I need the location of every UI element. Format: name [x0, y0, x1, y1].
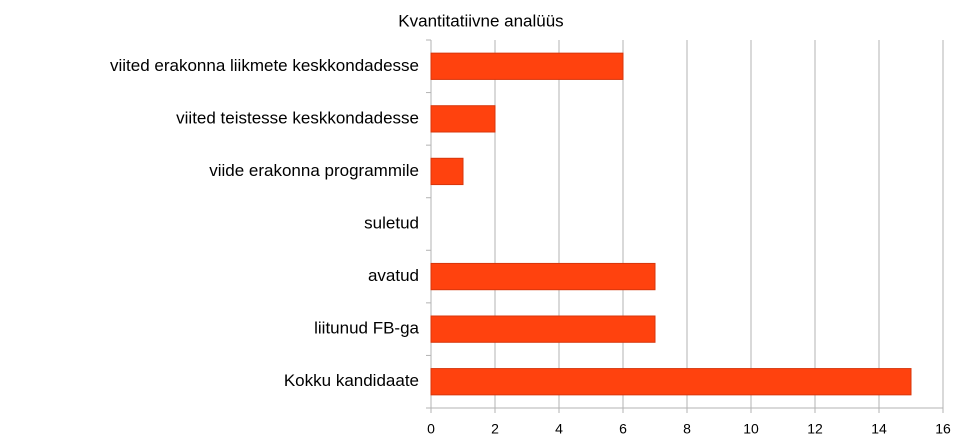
y-tick-label: liitunud FB-ga — [314, 319, 419, 338]
x-tick-label: 0 — [427, 421, 435, 437]
bar — [430, 262, 656, 291]
x-tick-label: 6 — [619, 421, 627, 437]
bar — [430, 105, 496, 133]
x-tick-label: 14 — [871, 421, 887, 437]
x-tick-label: 16 — [935, 421, 951, 437]
bar — [430, 52, 624, 80]
x-tick-label: 8 — [683, 421, 691, 437]
y-tick-label: viited teistesse keskkondadesse — [176, 108, 419, 127]
y-tick-label: suletud — [364, 213, 419, 232]
chart-title: Kvantitatiivne analüüs — [398, 11, 563, 30]
y-tick-label: Kokku kandidaate — [284, 371, 419, 390]
bar — [430, 368, 912, 396]
y-tick-label: viide erakonna programmile — [209, 161, 419, 180]
bar — [430, 157, 464, 186]
y-tick-label: viited erakonna liikmete keskkondadesse — [110, 56, 419, 75]
x-tick-label: 2 — [491, 421, 499, 437]
bar — [430, 315, 656, 343]
x-tick-label: 12 — [807, 421, 823, 437]
x-tick-label: 4 — [555, 421, 563, 437]
y-tick-label: avatud — [368, 266, 419, 285]
x-tick-label: 10 — [743, 421, 759, 437]
